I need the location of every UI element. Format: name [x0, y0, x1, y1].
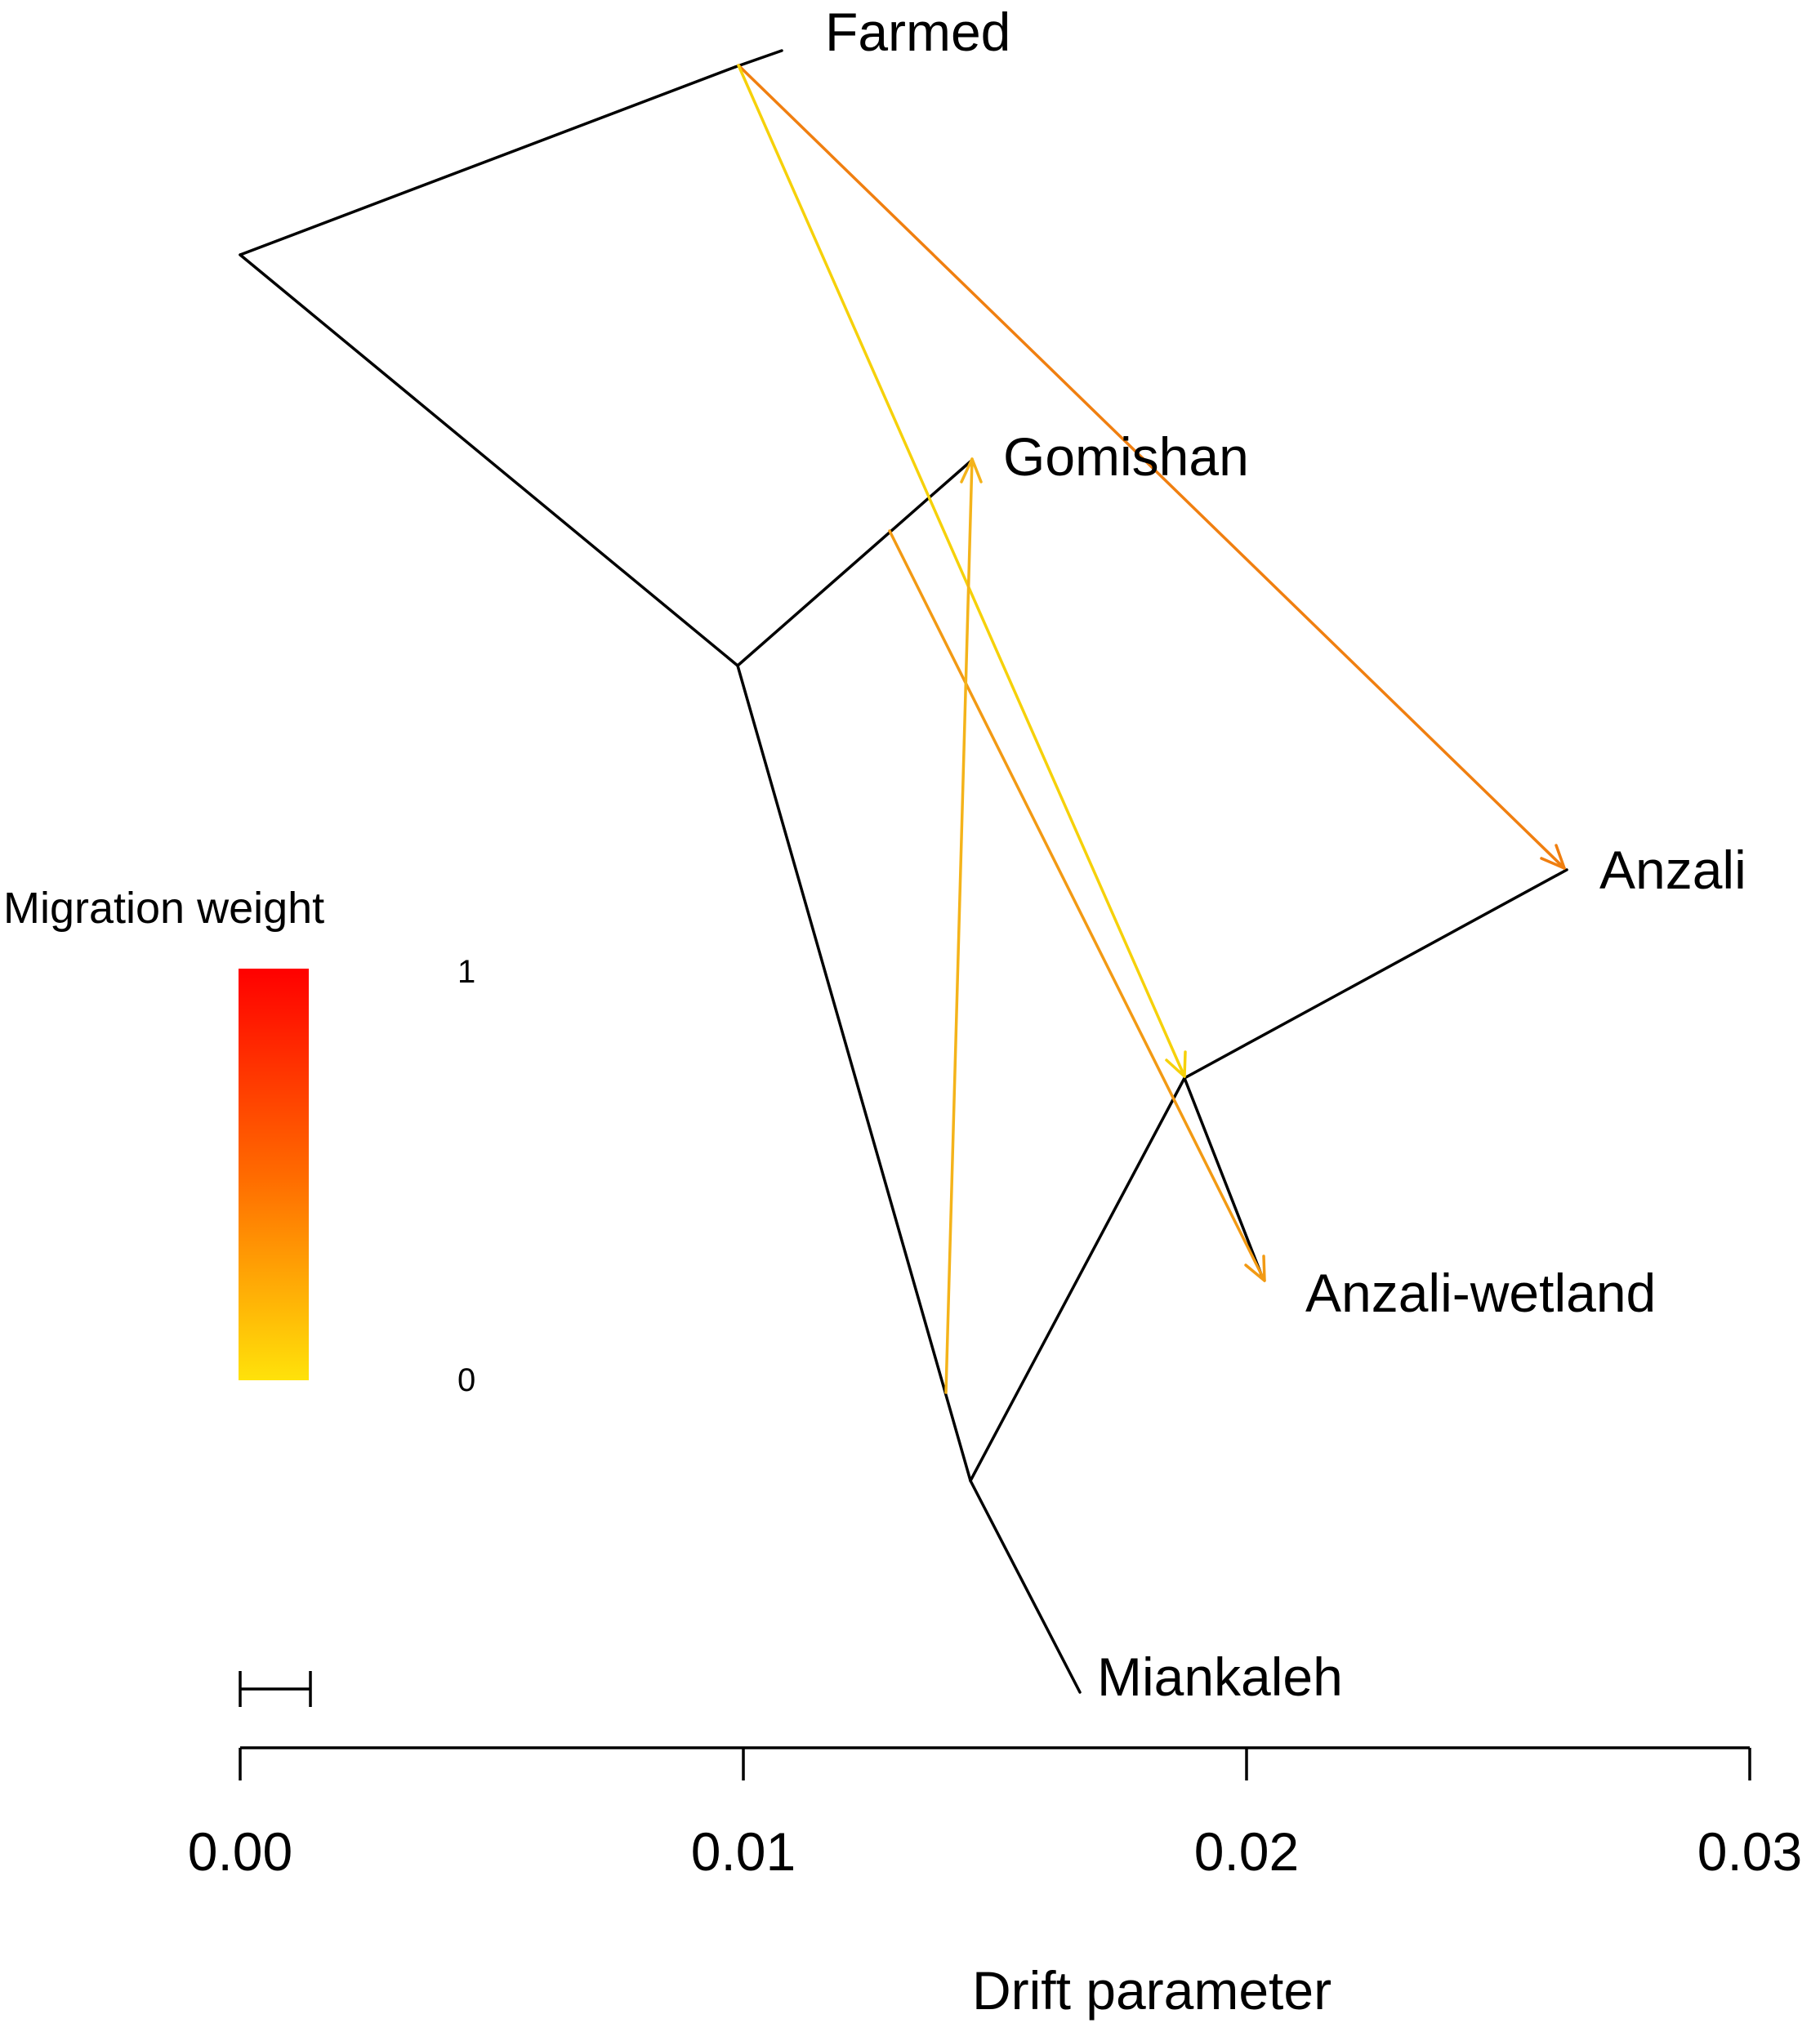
branch-anzali-node-to-wetland	[1183, 1076, 1264, 1278]
tip-labels: Farmed Gomishan Anzali Anzali-wetland Mi…	[825, 2, 1746, 1707]
migration-edge-miankaleh-branch-to-gomishan	[944, 457, 983, 1394]
migration-edges	[737, 64, 1566, 1394]
x-tick-label-1: 0.01	[691, 1821, 796, 1882]
x-axis-tick-labels: 0.00 0.01 0.02 0.03	[188, 1821, 1802, 1882]
branch-inner-to-lower	[736, 664, 972, 1482]
x-tick-label-2: 0.02	[1194, 1821, 1299, 1882]
tip-label-anzali-wetland: Anzali-wetland	[1305, 1263, 1656, 1323]
migration-edge-farmed-to-anzali-wetland-node	[737, 64, 1187, 1078]
legend-color-bar	[239, 969, 309, 1380]
branch-root-to-inner	[239, 253, 739, 667]
branch-anzali-node-to-anzali	[1183, 868, 1568, 1080]
tree-branches	[239, 49, 1568, 1694]
migration-weight-legend: Migration weight 1 0	[3, 884, 475, 1398]
scale-bar	[239, 1671, 312, 1707]
legend-max-label: 1	[457, 954, 475, 990]
branch-farmed-tip	[734, 49, 783, 69]
branch-lower-to-miankaleh	[969, 1479, 1082, 1694]
tip-label-farmed: Farmed	[825, 2, 1010, 62]
branch-root-to-farmed	[239, 65, 737, 256]
x-axis-label: Drift parameter	[972, 1960, 1332, 2021]
x-axis: 0.00 0.01 0.02 0.03 Drift parameter	[188, 1746, 1802, 2021]
x-tick-label-3: 0.03	[1697, 1821, 1802, 1882]
legend-title: Migration weight	[3, 884, 324, 933]
tip-label-gomishan: Gomishan	[1003, 426, 1249, 487]
x-axis-ticks	[239, 1748, 1751, 1780]
tip-label-anzali: Anzali	[1599, 840, 1746, 900]
tip-label-miankaleh: Miankaleh	[1097, 1647, 1343, 1707]
branch-lower-to-anzali-node	[969, 1076, 1186, 1482]
migration-edge-farmed-to-anzali	[737, 64, 1566, 870]
x-tick-label-0: 0.00	[188, 1821, 292, 1882]
branch-inner-to-gomishan	[736, 460, 972, 667]
legend-min-label: 0	[457, 1362, 475, 1398]
migration-edge-gomishan-branch-to-wetland	[888, 529, 1266, 1282]
